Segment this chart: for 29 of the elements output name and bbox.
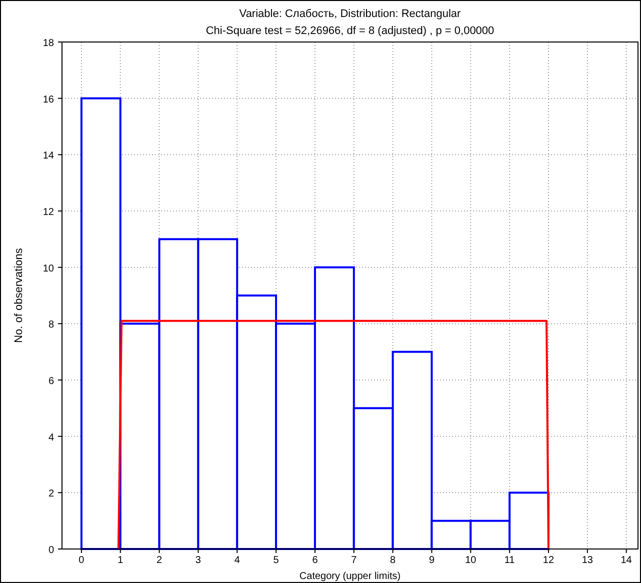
- y-tick-label: 8: [48, 320, 54, 331]
- x-tick-label: 5: [273, 555, 280, 566]
- y-tick-label: 16: [42, 94, 54, 106]
- x-tick-label: 14: [620, 555, 632, 566]
- x-tick-label: 1: [118, 555, 124, 566]
- x-tick-label: 9: [428, 555, 435, 566]
- y-tick-label: 14: [42, 150, 54, 162]
- x-tick-label: 8: [390, 555, 396, 566]
- x-tick-label: 4: [234, 555, 240, 566]
- y-axis-title: No. of observations: [13, 248, 25, 343]
- y-tick-label: 4: [48, 432, 54, 444]
- x-axis-title: Category (upper limits): [299, 571, 401, 582]
- y-tick-label: 0: [48, 545, 54, 556]
- x-tick-label: 13: [582, 555, 594, 566]
- y-tick-label: 10: [42, 263, 54, 274]
- y-tick-label: 6: [48, 376, 54, 387]
- x-tick-label: 6: [312, 555, 318, 566]
- x-tick-label: 3: [195, 555, 202, 566]
- y-tick-label: 18: [42, 38, 54, 49]
- chart-subtitle: Chi-Square test = 52,26966, df = 8 (adjusted) , p = 0,00000: [206, 25, 494, 37]
- x-tick-label: 10: [465, 555, 477, 566]
- x-tick-label: 7: [351, 555, 358, 566]
- y-tick-label: 2: [48, 488, 54, 500]
- x-tick-label: 11: [504, 555, 516, 566]
- chart-title: Variable: Слабость, Distribution: Rectangular: [239, 8, 462, 20]
- y-tick-label: 12: [42, 207, 54, 218]
- x-tick-label: 12: [542, 555, 554, 566]
- x-tick-label: 2: [156, 555, 163, 566]
- x-tick-label: 0: [78, 555, 85, 566]
